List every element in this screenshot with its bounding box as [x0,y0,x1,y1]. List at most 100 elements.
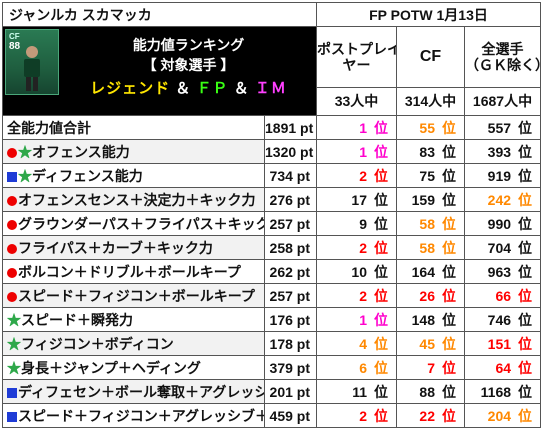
rank-cell: 22 位 [396,403,465,428]
table-row: フライパス＋カーブ＋キック力 258 pt 2 位 58 位 704 位 [2,235,542,260]
rank-cell: 148 位 [396,307,465,332]
rank-cell: 151 位 [463,331,542,356]
rank-cell: 963 位 [463,259,542,284]
red-circle-icon [7,267,17,278]
ranking-title: 能力値ランキング [132,37,245,53]
rank-suffix: 位 [518,407,533,424]
im-label: ＩＭ [254,80,287,97]
row-label: フライパス＋カーブ＋キック力 [18,239,213,256]
row-label-cell: フライパス＋カーブ＋キック力 [2,235,265,260]
rank-number: 6 [359,359,367,376]
red-circle-icon [7,195,17,206]
rank-suffix: 位 [442,383,456,400]
rank-suffix: 位 [374,191,388,208]
blue-square-icon [7,387,17,398]
rank-cell: 1 位 [316,139,397,164]
rank-cell: 58 位 [396,211,465,236]
green-star-icon: ★ [7,311,21,328]
rank-number: 164 [411,263,435,280]
rank-cell: 7 位 [396,355,465,380]
rank-number: 204 [487,407,512,424]
row-label: スピード＋フィジコン＋ボールキープ [18,287,255,304]
rank-cell: 159 位 [396,187,465,212]
rank-suffix: 位 [518,287,533,304]
red-circle-icon [7,219,17,230]
table-row: ★フィジコン＋ボディコン 178 pt 4 位 45 位 151 位 [2,331,542,356]
rank-suffix: 位 [518,239,533,256]
row-value: 201 pt [264,379,317,404]
rank-suffix: 位 [374,287,388,304]
rank-suffix: 位 [442,263,456,280]
rank-number: 75 [419,167,435,184]
rank-suffix: 位 [374,167,388,184]
rank-suffix: 位 [442,191,456,208]
row-label: スピード＋フィジコン＋アグレッシブ＋身長 [18,407,264,424]
table-row: ボルコン＋ドリブル＋ボールキープ 262 pt 10 位 164 位 963 位 [2,259,542,284]
player-name: ジャンルカ スカマッカ [2,2,317,27]
card-position: CF [9,32,20,41]
row-label-cell: オフェンスセンス＋決定力＋キック力 [2,187,265,212]
rank-number: 990 [487,215,512,232]
rank-number: 11 [352,383,367,400]
table-row: グラウンダーパス＋フライパス＋キック力 257 pt 9 位 58 位 990 位 [2,211,542,236]
rank-cell: 66 位 [463,283,542,308]
rank-cell: 1168 位 [463,379,542,404]
row-label-cell: ディフェセン＋ボール奪取＋アグレッシブ [2,379,265,404]
rank-suffix: 位 [374,359,388,376]
row-label-cell: スピード＋フィジコン＋アグレッシブ＋身長 [2,403,265,428]
table-row: ★ディフェンス能力 734 pt 2 位 75 位 919 位 [2,163,542,188]
blue-square-icon [7,171,17,182]
rank-cell: 26 位 [396,283,465,308]
rank-cell: 2 位 [316,403,397,428]
rank-cell: 1 位 [316,115,397,140]
rank-cell: 242 位 [463,187,542,212]
rank-suffix: 位 [442,359,456,376]
row-label: ディフェセン＋ボール奪取＋アグレッシブ [18,383,265,400]
rank-number: 64 [495,359,512,376]
rank-suffix: 位 [442,167,456,184]
rank-suffix: 位 [442,215,456,232]
rank-suffix: 位 [442,239,456,256]
row-label: オフェンスセンス＋決定力＋キック力 [18,191,256,208]
rank-number: 963 [487,263,512,280]
row-label-cell: グラウンダーパス＋フライパス＋キック力 [2,211,265,236]
rank-cell: 9 位 [316,211,397,236]
rank-cell: 88 位 [396,379,465,404]
rank-suffix: 位 [374,383,388,400]
rank-cell: 557 位 [463,115,542,140]
green-star-icon: ★ [7,359,21,376]
rank-number: 746 [487,311,512,328]
row-value: 459 pt [264,403,317,428]
legend-label: レジェンド [90,80,171,97]
rank-suffix: 位 [518,383,533,400]
row-label-cell: ★オフェンス能力 [2,139,265,164]
rank-suffix: 位 [442,407,456,424]
rank-cell: 17 位 [316,187,397,212]
row-value: 257 pt [264,211,317,236]
row-label: ディフェンス能力 [32,167,143,184]
rank-suffix: 位 [518,215,533,232]
green-star-icon: ★ [18,167,32,184]
rank-number: 10 [351,263,367,280]
green-star-icon: ★ [18,143,32,160]
table-row: スピード＋フィジコン＋ボールキープ 257 pt 2 位 26 位 66 位 [2,283,542,308]
rank-suffix: 位 [374,407,388,424]
row-value: 734 pt [264,163,317,188]
rank-cell: 64 位 [463,355,542,380]
rank-number: 4 [359,335,367,352]
table-row: オフェンスセンス＋決定力＋キック力 276 pt 17 位 159 位 242 位 [2,187,542,212]
rank-number: 704 [487,239,512,256]
row-value: 1891 pt [264,115,317,140]
rank-number: 1 [359,311,367,328]
rank-number: 2 [359,407,367,424]
rank-cell: 2 位 [316,235,397,260]
rank-suffix: 位 [374,239,388,256]
rank-cell: 1 位 [316,307,397,332]
rank-suffix: 位 [518,143,533,160]
row-label-cell: ★ディフェンス能力 [2,163,265,188]
rank-number: 151 [487,335,512,352]
rank-number: 83 [419,143,435,160]
row-value: 258 pt [264,235,317,260]
